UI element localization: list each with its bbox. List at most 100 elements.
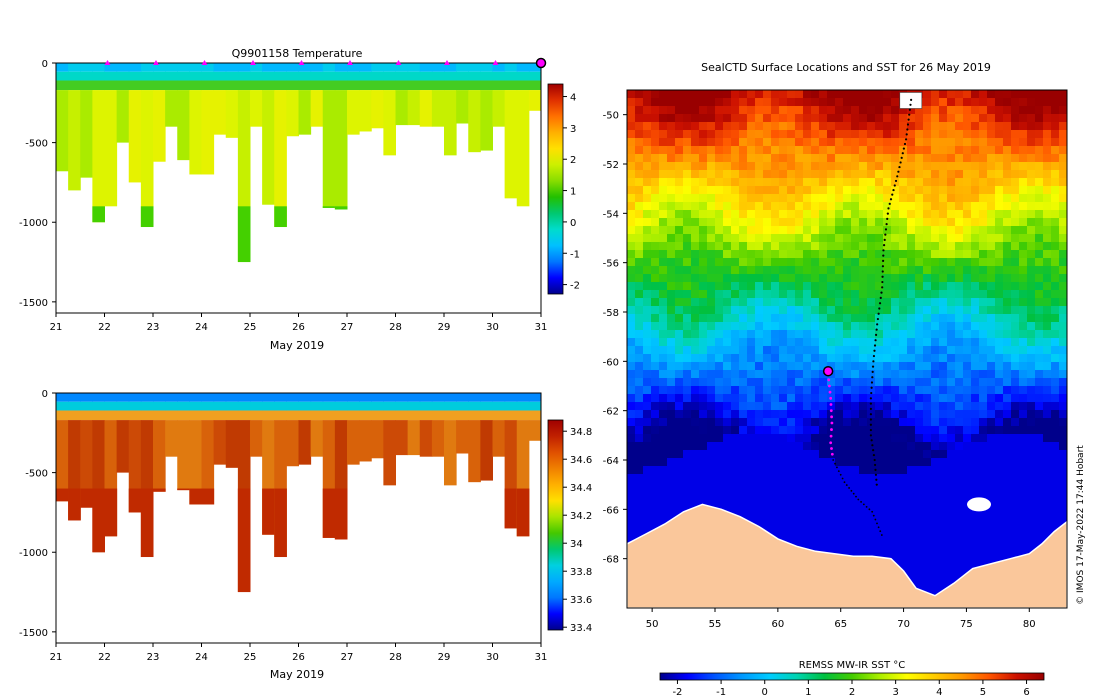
recent-profile-point (829, 434, 833, 438)
surface-track-point (906, 128, 909, 131)
surface-track-point (874, 333, 878, 337)
surface-track-point (869, 428, 872, 432)
temperature-profile-column (480, 63, 493, 151)
temperature-x-tick-label: 29 (438, 322, 451, 333)
salinity-section-panel: 0 -500 -1000 -1500 21 22 23 24 25 26 27 28 29 30 31 M… (19, 389, 592, 681)
recent-track-point (837, 470, 840, 472)
temperature-profile-column (322, 63, 336, 208)
salinity-colorbar-ticks: 34.8 34.6 34.4 34.2 34 33.8 33.6 33.4 (563, 427, 592, 634)
recent-track-point (843, 481, 846, 484)
profile-marker (395, 60, 402, 65)
surface-track-point (882, 254, 885, 257)
salinity-profile-column (56, 393, 69, 502)
profile-marker (492, 60, 499, 65)
recent-profile-point (830, 452, 834, 456)
temperature-profile-markers (104, 57, 547, 69)
temperature-profile-column (92, 63, 105, 223)
temperature-colorbar-tick-label: 1 (570, 187, 576, 198)
salinity-x-tick-label: 28 (389, 652, 402, 663)
temperature-profile-column (371, 63, 384, 129)
surface-track-point (872, 360, 875, 363)
recent-track-point (855, 495, 857, 498)
map-lat-tick-label: -54 (603, 209, 619, 220)
temperature-section-title: Q9901158 Temperature (232, 47, 363, 60)
map-lat-tick-label: -64 (603, 456, 619, 467)
salinity-profile-column (153, 393, 166, 492)
sst-colorbar (659, 672, 1045, 681)
surface-track-point (872, 354, 876, 358)
temperature-profile-column (456, 63, 469, 124)
recent-track-point (877, 526, 880, 529)
salinity-profile-column (201, 393, 215, 505)
temperature-x-tick-label: 30 (486, 322, 499, 333)
surface-track-point (885, 223, 888, 226)
temperature-profile-columns (56, 63, 541, 263)
surface-track-point (908, 113, 911, 116)
surface-track-point (869, 418, 872, 421)
current-position-marker (822, 365, 834, 377)
salinity-profile-column (237, 393, 251, 593)
surface-track-point (909, 103, 912, 106)
surface-track-point (894, 179, 898, 183)
salinity-x-tick-label: 27 (341, 652, 354, 663)
salinity-x-tick-label: 25 (244, 652, 257, 663)
map-lat-tick-label: -52 (603, 160, 619, 171)
salinity-profile-column (528, 393, 541, 441)
surface-track-point (869, 434, 872, 437)
temperature-profile-column (444, 63, 457, 156)
temperature-profile-column (504, 63, 518, 199)
surface-track-point (884, 228, 888, 231)
sst-colorbar-tick-label: 4 (936, 687, 942, 698)
surface-track-point (875, 478, 878, 481)
salinity-profile-column (504, 393, 518, 529)
map-latitude-axis: -50 -52 -54 -56 -58 -60 -62 -64 -66 -68 (603, 111, 627, 566)
temperature-colorbar-tick-label: -2 (570, 281, 580, 292)
surface-track-point (888, 202, 891, 205)
salinity-profile-column (419, 393, 433, 457)
salinity-y-tick-label: -1500 (19, 628, 48, 639)
salinity-colorbar-tick-label: 33.6 (570, 595, 592, 606)
salinity-profile-column (68, 393, 81, 521)
surface-track-point (896, 175, 899, 178)
temperature-profile-column (213, 63, 227, 135)
salinity-profile-column (274, 393, 287, 558)
temperature-profile-column (347, 63, 360, 135)
surface-track-point (877, 312, 880, 315)
profile-marker (250, 60, 256, 65)
surface-track-point (869, 397, 872, 400)
surface-track-point (870, 439, 873, 442)
salinity-profile-column (480, 393, 493, 481)
surface-track-point (903, 142, 907, 146)
salinity-y-tick-label: -1000 (19, 548, 48, 559)
temperature-colorbar-tick-label: 3 (570, 124, 576, 135)
recent-track-point (872, 514, 875, 517)
temperature-profile-column (359, 63, 372, 132)
recent-track-point (845, 484, 848, 486)
surface-track-point (869, 413, 872, 416)
salinity-profile-column (177, 393, 190, 491)
recent-profile-point (830, 428, 833, 431)
surface-track-point (904, 138, 908, 141)
temperature-x-tick-label: 26 (292, 322, 305, 333)
map-lon-tick-label: 65 (834, 619, 847, 630)
salinity-colorbar-tick-label: 33.4 (570, 623, 592, 634)
salinity-colorbar-tick-label: 33.8 (570, 567, 592, 578)
salinity-profile-column (383, 393, 396, 486)
temperature-y-tick-label: 0 (42, 59, 48, 70)
salinity-x-tick-label: 30 (486, 652, 499, 663)
surface-track-point (886, 217, 889, 220)
salinity-colorbar-tick-label: 34.8 (570, 427, 592, 438)
surface-track-point (882, 249, 885, 252)
recent-track-point (880, 534, 883, 536)
sst-colorbar-ticks: -2 -1 0 1 2 3 4 5 6 (672, 680, 1030, 698)
salinity-profile-column (371, 393, 384, 459)
recent-profile-point (829, 403, 833, 406)
temperature-colorbar-ticks: 4 3 2 1 0 -1 -2 (563, 93, 580, 292)
map-lon-tick-label: 55 (709, 619, 722, 630)
recent-profile-point (829, 396, 833, 400)
salinity-colorbar (547, 419, 564, 631)
salinity-x-tick-label: 22 (98, 652, 111, 663)
sst-map-frame (626, 89, 1068, 609)
temperature-profile-column (140, 63, 154, 228)
temperature-x-tick-label: 21 (50, 322, 63, 333)
